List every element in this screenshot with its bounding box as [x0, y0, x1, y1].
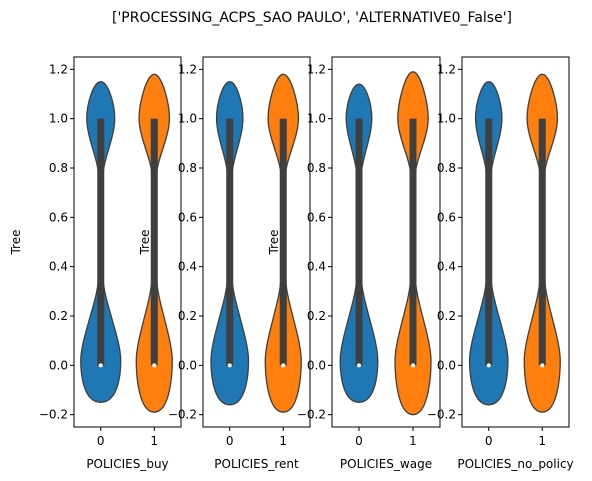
y-tick-label: 0.8 — [49, 161, 68, 175]
y-tick-label: 1.2 — [49, 62, 68, 76]
axes-frame — [73, 56, 182, 428]
y-tick-label: −0.2 — [168, 408, 197, 422]
y-tick-label: 1.0 — [307, 112, 326, 126]
iqr-box-1 — [538, 118, 546, 366]
y-axis-label: Tree — [267, 229, 281, 255]
iqr-box-0 — [355, 118, 363, 366]
subplot-4: −0.2 0.0 0.2 0.4 0.6 0.8 1.0 1.2 0 1 POLICIES_no_p… — [427, 56, 574, 471]
iqr-box-1 — [150, 118, 158, 366]
y-tick-label: 0.8 — [307, 161, 326, 175]
median-marker-1 — [152, 363, 157, 368]
iqr-box-1 — [279, 118, 287, 366]
median-marker-0 — [357, 363, 361, 368]
y-axis-label: Tree — [9, 229, 23, 255]
y-tick-label: 0.0 — [307, 358, 326, 372]
axes-frame — [461, 56, 570, 428]
x-axis-label: POLICIES_buy — [86, 457, 168, 471]
y-tick-label: 1.0 — [49, 112, 68, 126]
y-tick-label: 0.2 — [437, 309, 456, 323]
x-tick-label: 0 — [97, 434, 105, 448]
y-tick-label: 0.2 — [49, 309, 68, 323]
subplot-1: −0.2 0.0 0.2 0.4 0.6 0.8 1.0 1.2 0 1 POLICIES_buy T… — [9, 56, 182, 471]
y-tick-label: 1.2 — [307, 62, 326, 76]
axes-frame — [202, 56, 311, 428]
median-marker-1 — [281, 363, 286, 368]
y-tick-label: 1.2 — [178, 62, 197, 76]
iqr-box-0 — [97, 118, 105, 366]
iqr-box-1 — [409, 118, 417, 366]
y-tick-label: 0.6 — [437, 210, 456, 224]
y-tick-label: −0.2 — [427, 408, 456, 422]
x-axis-label: POLICIES_rent — [214, 457, 299, 471]
y-tick-label: 0.2 — [307, 309, 326, 323]
median-marker-0 — [486, 363, 491, 368]
y-tick-label: −0.2 — [297, 408, 326, 422]
median-marker-0 — [98, 363, 103, 368]
x-tick-label: 0 — [485, 434, 493, 448]
y-tick-label: 0.0 — [178, 358, 197, 372]
subplot-3: −0.2 0.0 0.2 0.4 0.6 0.8 1.0 1.2 0 1 POLICIES_wage… — [267, 56, 441, 471]
figure-title: ['PROCESSING_ACPS_SAO PAULO', 'ALTERNATI… — [112, 10, 512, 26]
x-tick-label: 1 — [150, 434, 158, 448]
x-tick-label: 1 — [538, 434, 546, 448]
y-tick-label: 0.6 — [178, 210, 197, 224]
x-tick-label: 0 — [355, 434, 363, 448]
axes-frame — [331, 56, 441, 428]
y-tick-label: 1.0 — [437, 112, 456, 126]
iqr-box-0 — [485, 118, 493, 366]
y-tick-label: 0.4 — [178, 260, 197, 274]
x-axis-label: POLICIES_wage — [340, 457, 432, 471]
y-tick-label: 0.6 — [307, 210, 326, 224]
y-tick-label: 0.2 — [178, 309, 197, 323]
y-tick-label: −0.2 — [39, 408, 68, 422]
y-tick-label: 0.4 — [307, 260, 326, 274]
median-marker-1 — [411, 363, 415, 368]
y-tick-label: 0.0 — [49, 358, 68, 372]
y-axis-label: Tree — [138, 229, 152, 255]
x-tick-label: 1 — [279, 434, 287, 448]
median-marker-1 — [540, 363, 545, 368]
iqr-box-0 — [226, 118, 234, 366]
x-axis-label: POLICIES_no_policy — [457, 457, 573, 471]
y-tick-label: 1.0 — [178, 112, 197, 126]
median-marker-0 — [227, 363, 232, 368]
subplot-2: −0.2 0.0 0.2 0.4 0.6 0.8 1.0 1.2 0 1 POLICIES_rent… — [138, 56, 311, 471]
y-tick-label: 0.6 — [49, 210, 68, 224]
y-tick-label: 0.4 — [437, 260, 456, 274]
y-tick-label: 0.4 — [49, 260, 68, 274]
y-tick-label: 0.8 — [437, 161, 456, 175]
y-tick-label: 0.0 — [437, 358, 456, 372]
x-tick-label: 0 — [226, 434, 234, 448]
x-tick-label: 1 — [409, 434, 417, 448]
y-tick-label: 0.8 — [178, 161, 197, 175]
y-tick-label: 1.2 — [437, 62, 456, 76]
